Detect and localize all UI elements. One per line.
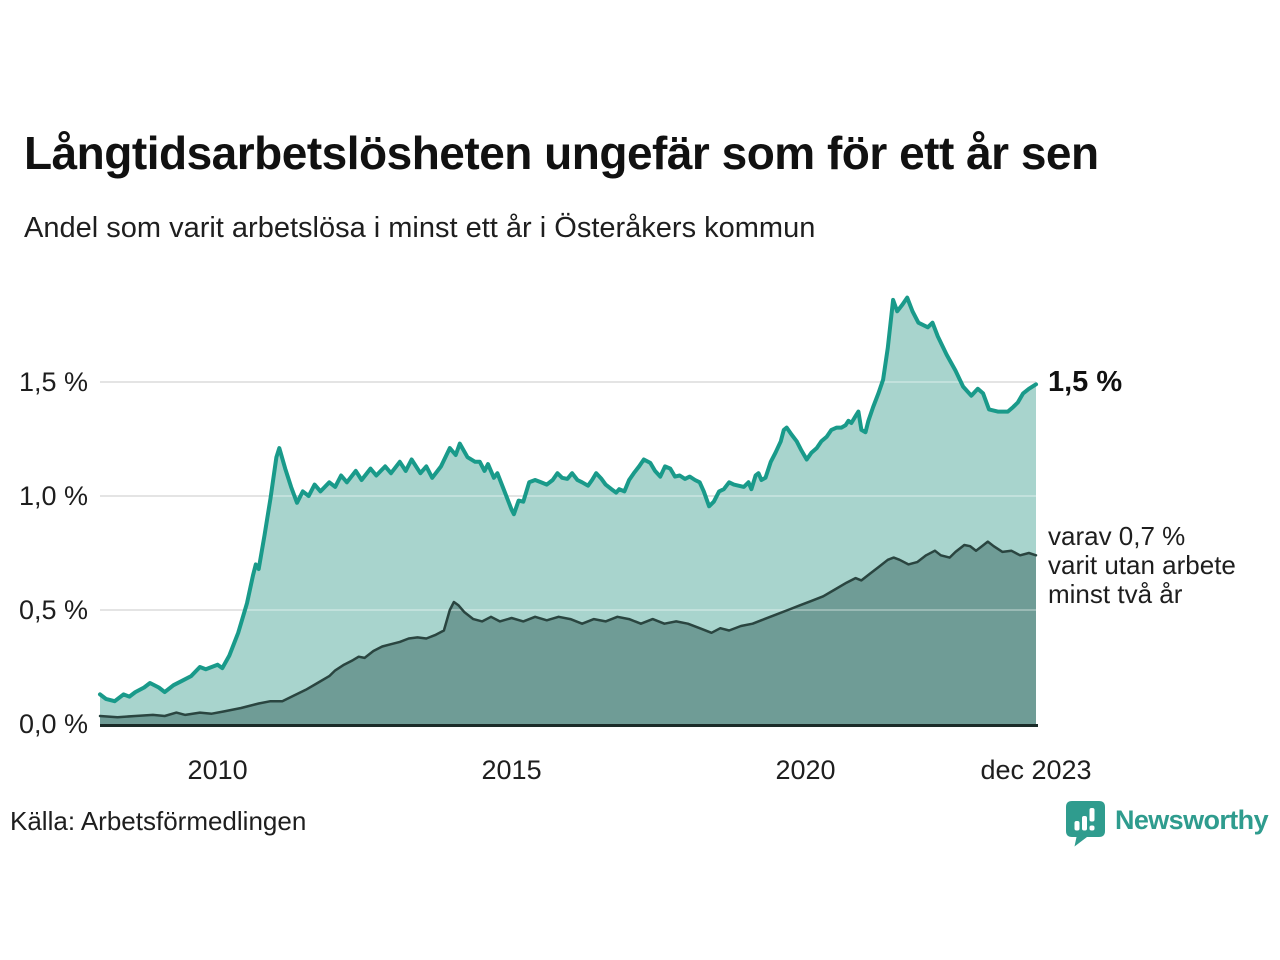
line-minst-ett-ar [98, 295, 1038, 704]
two-year-annotation: varav 0,7 % varit utan arbete minst två … [1048, 522, 1236, 609]
y-tick-label: 1,0 % [19, 481, 88, 511]
y-tick-label: 1,5 % [19, 367, 88, 397]
y-tick-label: 0,0 % [19, 709, 88, 739]
chart-title: Långtidsarbetslösheten ungefär som för e… [24, 127, 1099, 179]
line-minst-tva-ar [98, 540, 1038, 719]
x-tick-label: 2015 [482, 755, 542, 785]
newsworthy-wordmark: Newsworthy [1114, 804, 1269, 835]
chart-subtitle: Andel som varit arbetslösa i minst ett å… [24, 212, 816, 244]
two-year-annotation-line-3: minst två år [1048, 579, 1183, 609]
x-tick-label: 2020 [775, 755, 835, 785]
latest-value-label: 1,5 % [1048, 366, 1123, 398]
long-term-unemployment-area-chart: 0,0 % 0,5 % 1,0 % 1,5 % 2010 2015 2020 dec 2023 [19, 295, 1092, 785]
y-tick-label: 0,5 % [19, 595, 88, 625]
two-year-annotation-line-1: varav 0,7 % [1048, 521, 1186, 551]
source-label: Källa: Arbetsförmedlingen [10, 806, 307, 836]
two-year-annotation-line-2: varit utan arbete [1048, 550, 1236, 580]
x-tick-label: dec 2023 [980, 755, 1091, 785]
x-tick-label: 2010 [188, 755, 248, 785]
area-minst-tva-ar [100, 541, 1036, 724]
newsworthy-logo: Newsworthy [1065, 799, 1269, 847]
newsworthy-bars-icon [1065, 800, 1105, 846]
